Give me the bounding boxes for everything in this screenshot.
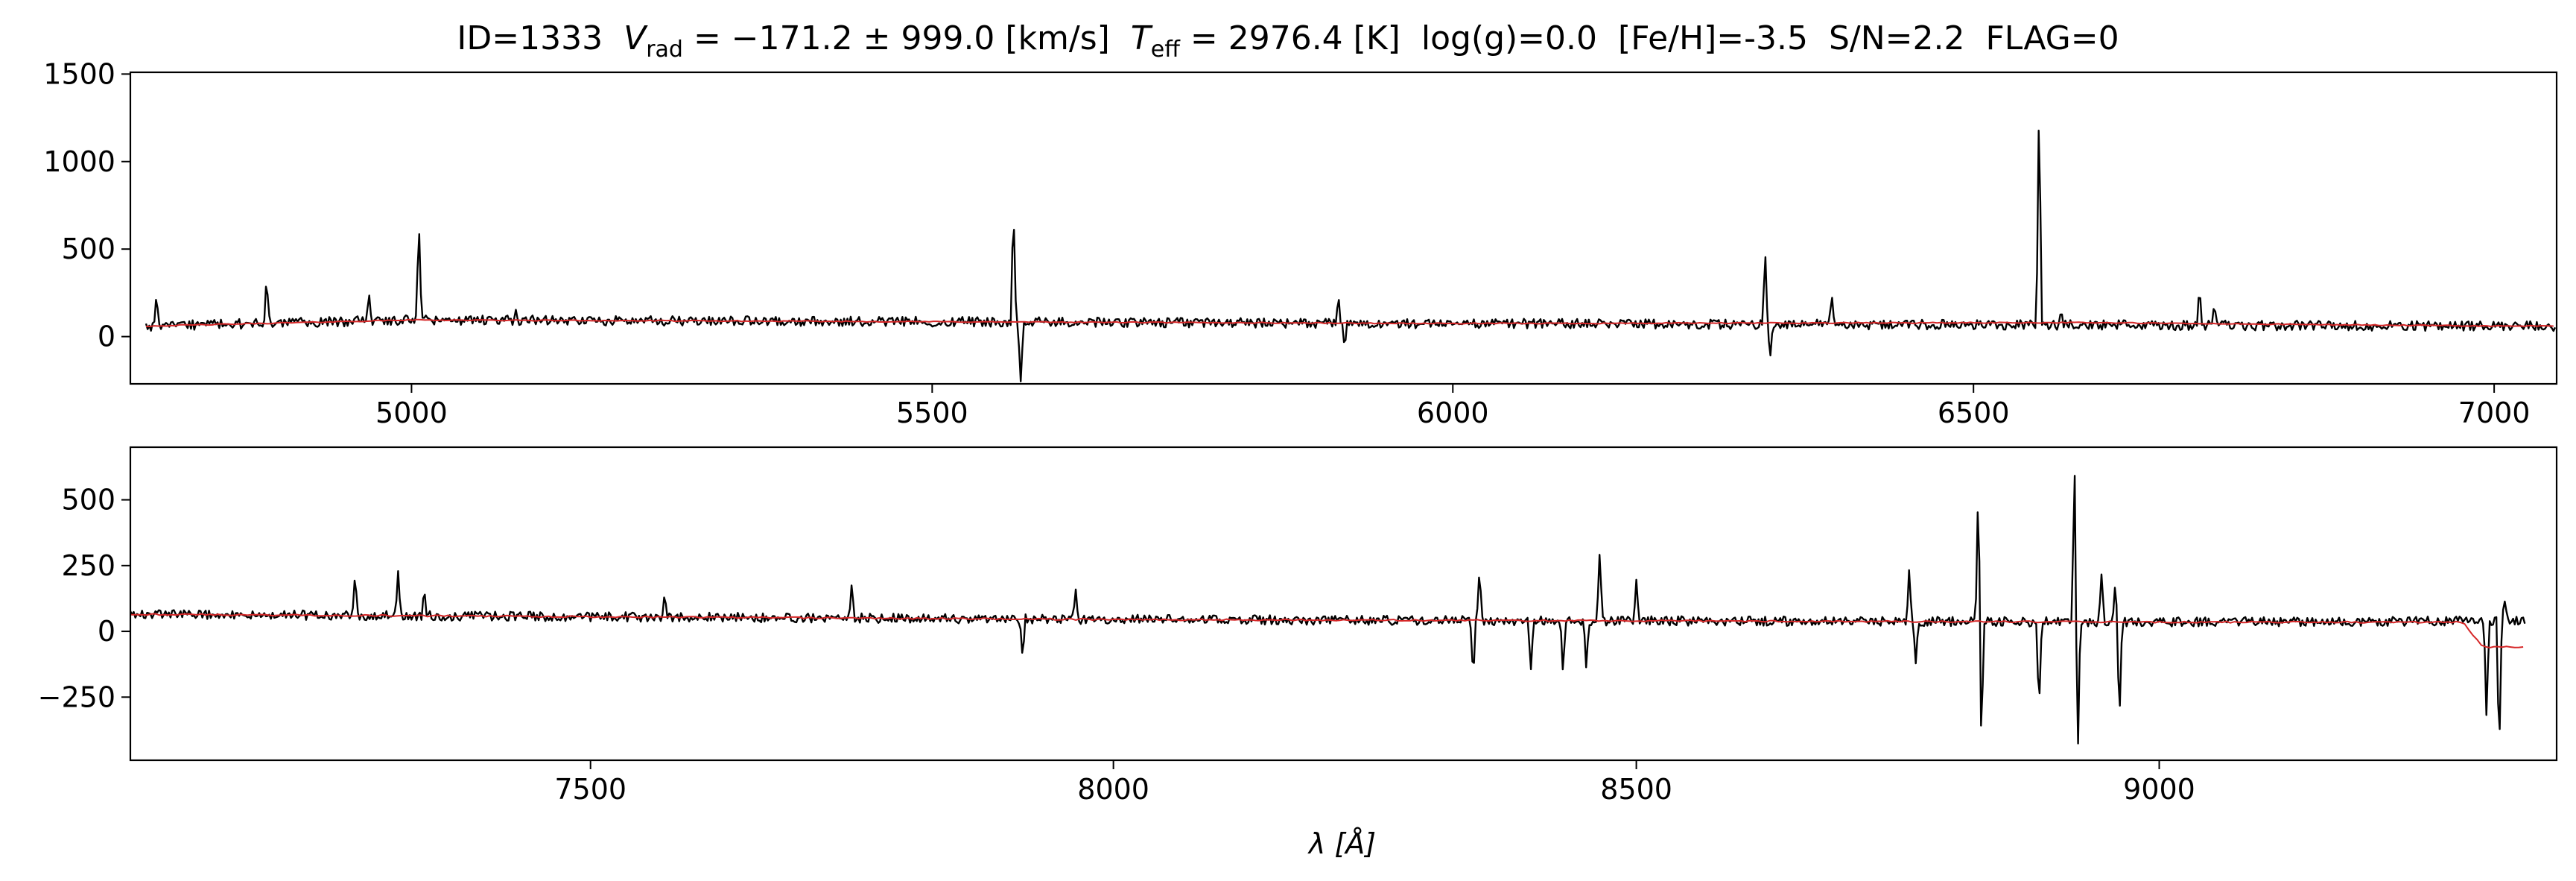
- title-id: ID=1333: [457, 19, 603, 57]
- title-flag: FLAG=0: [1985, 19, 2119, 57]
- x-tick-label: 7000: [2458, 397, 2531, 429]
- y-tick-label: 500: [61, 484, 115, 517]
- axes-frame: [129, 446, 2558, 762]
- plot-area: [130, 475, 2526, 745]
- x-tick-label: 5500: [896, 397, 968, 429]
- observed-spectrum-line: [145, 130, 2557, 382]
- x-tick-label: 6000: [1417, 397, 1489, 429]
- y-tick-label: 0: [98, 320, 115, 353]
- y-tick-label: 0: [98, 615, 115, 648]
- title-vrad-value: = −171.2 ± 999.0 [km/s]: [683, 19, 1110, 57]
- plot-area: [145, 130, 2557, 382]
- observed-spectrum-line: [130, 475, 2526, 745]
- y-tick-label: 1000: [43, 145, 115, 178]
- x-tick-label: 5000: [375, 397, 448, 429]
- y-tick-label: 500: [61, 233, 115, 265]
- title-vrad-symbol: V: [624, 19, 648, 57]
- spectrum-panel-top: 5000 5500 6000 6500 7000 0 500 1000 1500: [43, 57, 2558, 429]
- model-spectrum-line: [130, 613, 2524, 649]
- x-tick-label: 8000: [1077, 773, 1149, 806]
- x-axis-label: λ [Å]: [1307, 827, 1376, 860]
- title-teff-symbol: T: [1131, 19, 1153, 57]
- y-tick-label: 250: [61, 549, 115, 582]
- axes-frame: [129, 71, 2558, 385]
- x-tick-label: 8500: [1600, 773, 1672, 806]
- title-vrad-sub: rad: [646, 37, 683, 63]
- y-tick-label: 1500: [43, 57, 115, 90]
- x-tick-label: 7500: [554, 773, 626, 806]
- title-sn: S/N=2.2: [1829, 19, 1965, 57]
- y-tick-label: −250: [38, 681, 115, 713]
- x-tick-label: 6500: [1938, 397, 2010, 429]
- title-teff-sub: eff: [1151, 37, 1181, 63]
- title-teff-value: = 2976.4 [K]: [1180, 19, 1400, 57]
- spectrum-panel-bottom: 7500 8000 8500 9000 −250 0 250 500: [38, 446, 2558, 806]
- title-feh: [Fe/H]=-3.5: [1618, 19, 1808, 57]
- x-tick-label: 9000: [2123, 773, 2195, 806]
- title-logg: log(g)=0.0: [1421, 19, 1597, 57]
- model-spectrum-line: [145, 318, 2554, 328]
- chart-title: ID=1333 Vrad = −171.2 ± 999.0 [km/s] Teff …: [457, 19, 2119, 63]
